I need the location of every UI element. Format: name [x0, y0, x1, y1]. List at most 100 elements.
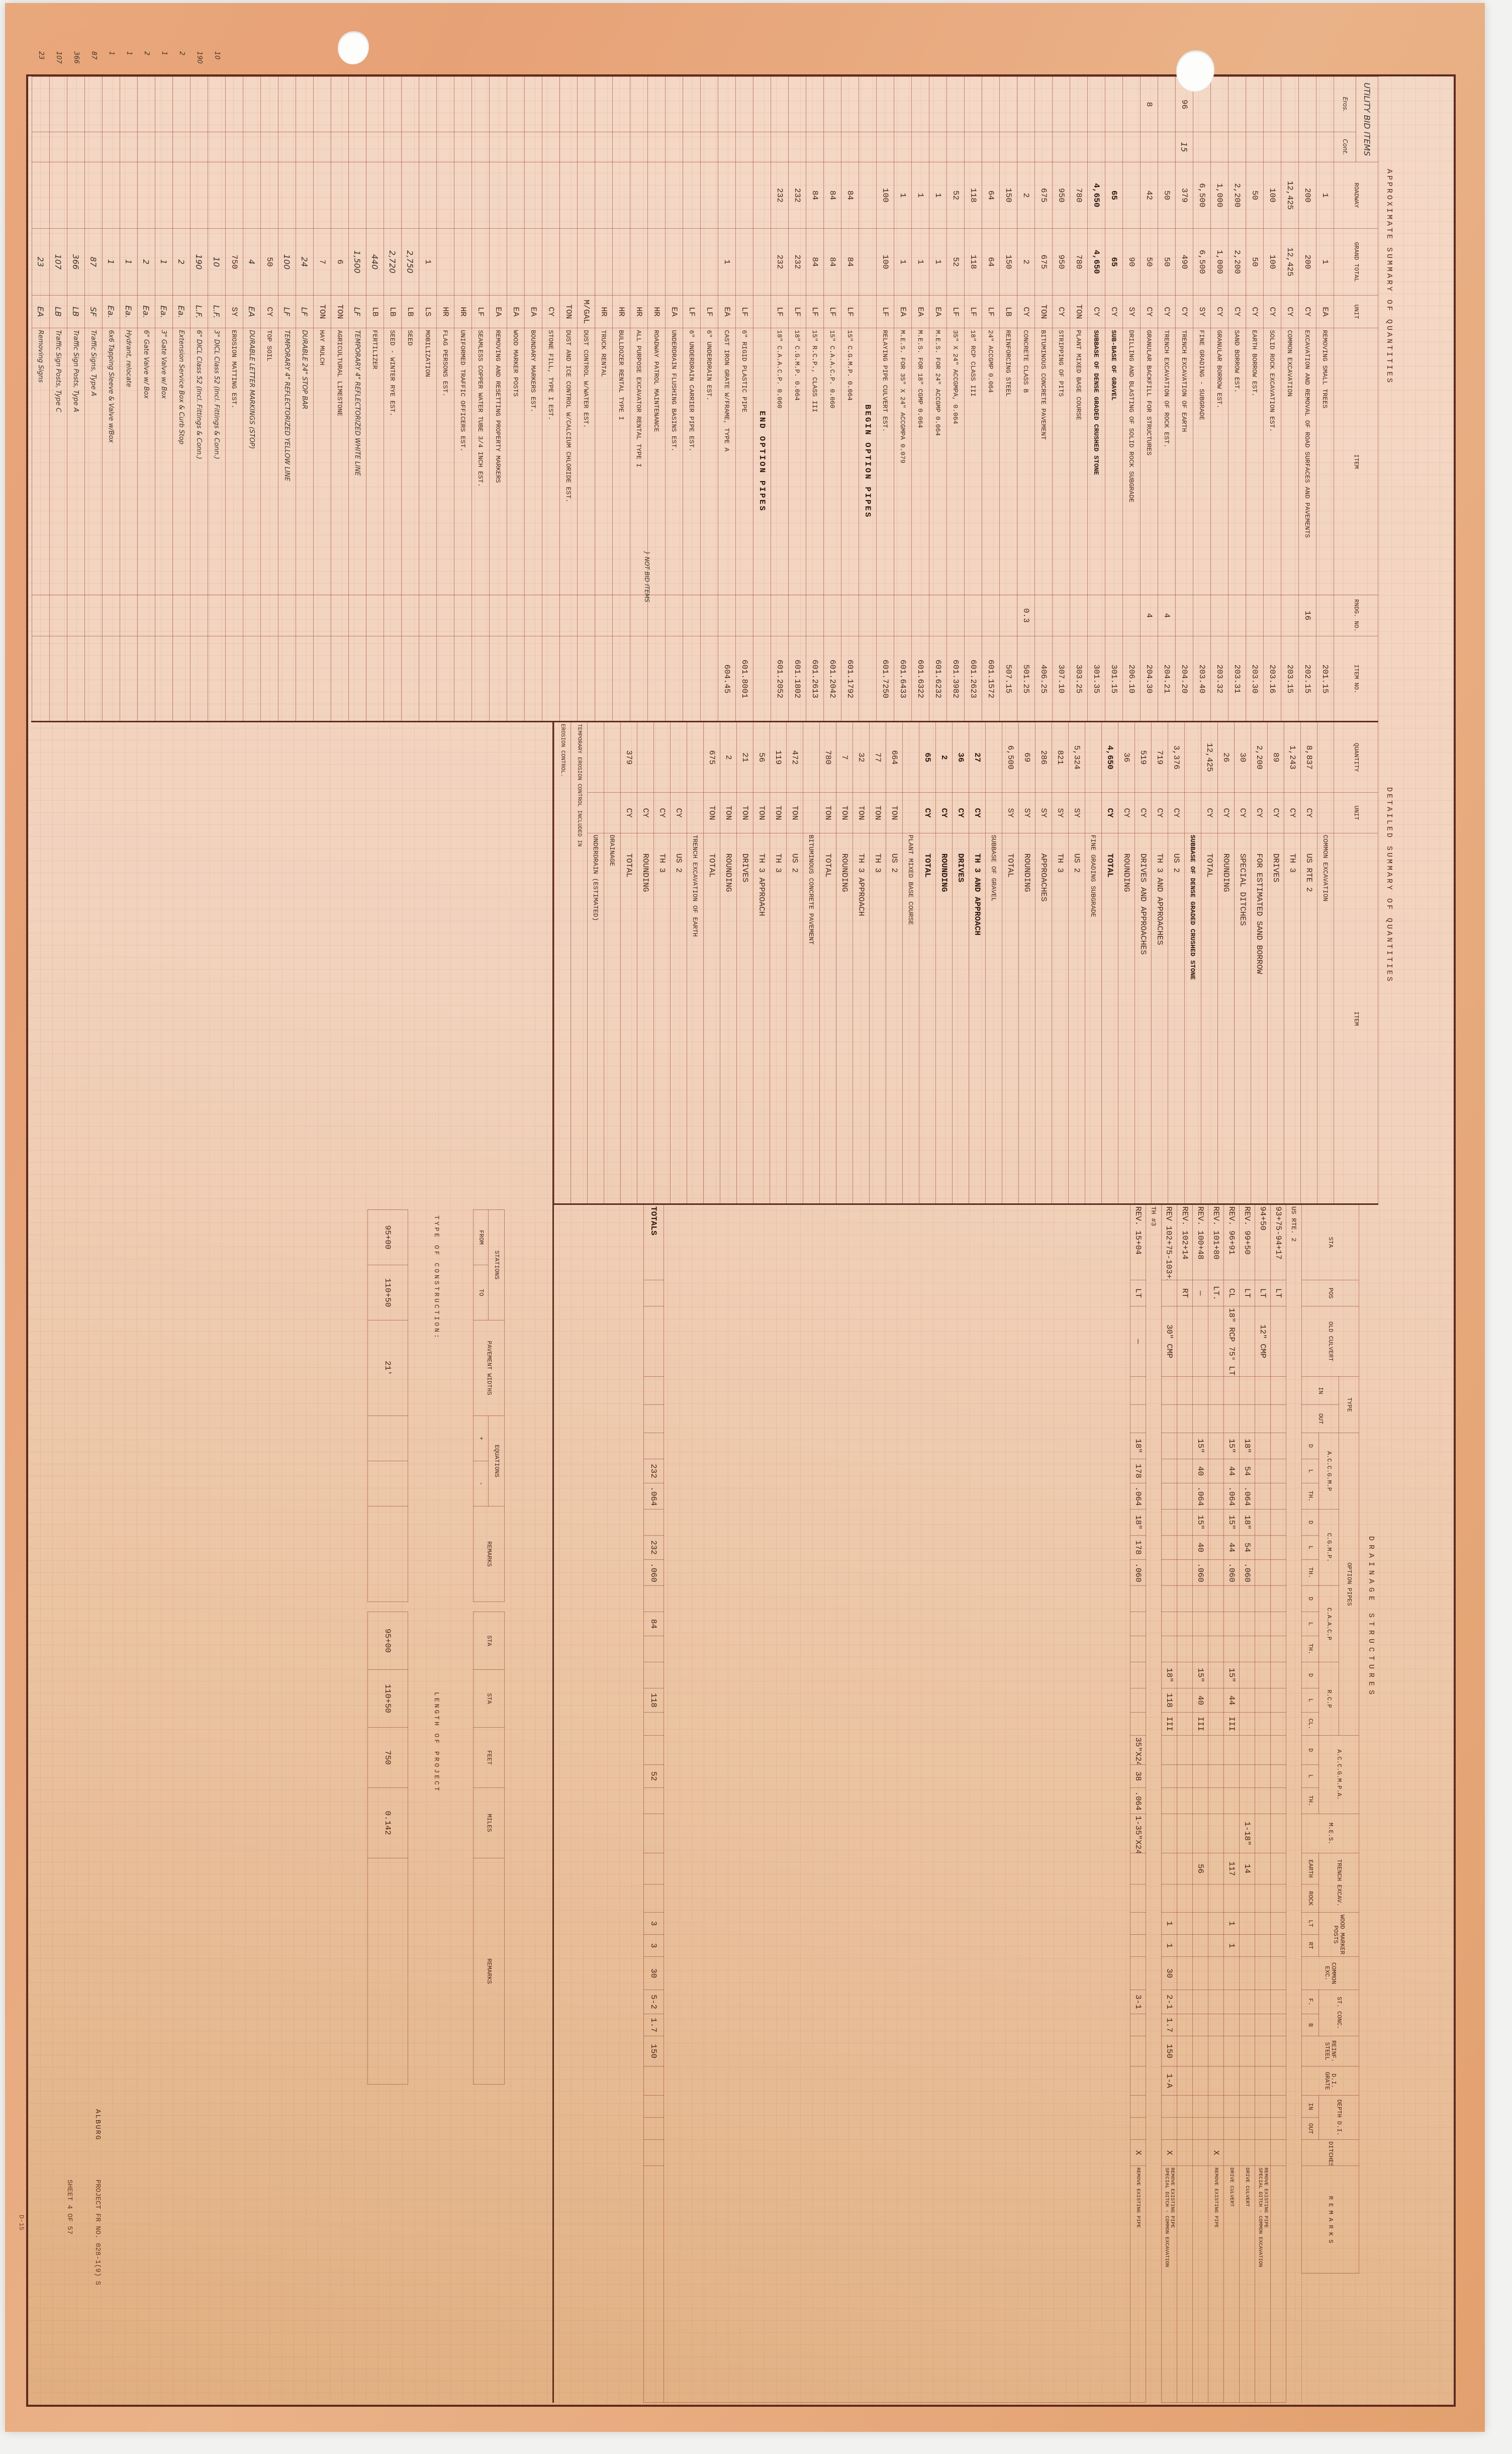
- table-row: M/GAL DUST CONTROL W/WATER EST.: [577, 76, 595, 722]
- margin-number: 190: [196, 51, 203, 64]
- cell: LB: [49, 295, 67, 328]
- cell: 204.30: [1140, 636, 1158, 722]
- cell: [471, 162, 490, 229]
- cell: 2: [1017, 162, 1035, 229]
- cell: 1: [1316, 162, 1334, 229]
- cell: [1270, 1884, 1286, 1913]
- cell: [595, 595, 613, 636]
- cell: 30: [643, 1956, 664, 1990]
- cell: SF: [84, 295, 103, 328]
- cell: 203.16: [1263, 636, 1281, 722]
- cell: [643, 1585, 664, 1612]
- cell: CY: [935, 792, 953, 833]
- cell: 6" UNDERDRAIN CARRIER PIPE EST.: [683, 328, 701, 595]
- cell: SY: [1018, 792, 1035, 833]
- cell: [1239, 1884, 1255, 1913]
- cell: [1255, 1814, 1271, 1853]
- cell: [1223, 2095, 1240, 2118]
- cell: [436, 76, 454, 132]
- cell: 15" C.G.M.P. 0.064: [841, 328, 859, 595]
- col-old-culvert: OLD CULVERT: [1301, 1306, 1359, 1377]
- col-quantity: QUANTITY: [1334, 722, 1378, 793]
- cell: [489, 162, 507, 229]
- cell: 35"X24": [1130, 1735, 1146, 1765]
- cell: Traffic Sign Posts, Type C: [49, 328, 67, 595]
- cell: [859, 228, 877, 296]
- cell: 1: [929, 162, 947, 229]
- col-to: TO: [473, 1265, 489, 1320]
- brace-glyph: }: [643, 551, 650, 555]
- cell: [665, 162, 683, 229]
- col-feet: FEET: [473, 1727, 505, 1788]
- cell: TEMPORARY 4" REFLECTORIZED YELLOW LINE: [278, 328, 296, 595]
- table-row: REV. 99+50 LT 18" 54.064 18" 54.060 1-18" 14 DRI…: [1239, 1204, 1255, 2403]
- cell: 52: [643, 1764, 664, 1788]
- cell: CY: [969, 792, 986, 833]
- cell: CY: [1105, 295, 1123, 328]
- cell: [1177, 1376, 1193, 1405]
- cell: [401, 595, 419, 636]
- table-row: 1,500 LF TEMPORARY 4" REFLECTORIZED WHITE …: [348, 76, 366, 722]
- cell: 64: [982, 162, 1000, 229]
- cell: [1177, 2014, 1193, 2036]
- cell: 440: [366, 228, 384, 296]
- cell: 12" CMP: [1255, 1306, 1271, 1377]
- cell: [1239, 1990, 1255, 2014]
- table-row: 27 CY TH 3 AND APPROACH: [969, 722, 986, 1204]
- cell: [643, 1376, 664, 1405]
- cell: 15": [1223, 1662, 1240, 1688]
- cell: [1228, 595, 1246, 636]
- col-pos: POS: [1301, 1280, 1359, 1306]
- cell: SUB-BASE OF GRAVEL: [1105, 328, 1123, 595]
- cell: [102, 76, 120, 132]
- table-row: HR FLAG PERSONS EST.: [436, 76, 454, 722]
- cell: [841, 595, 859, 636]
- cell: [643, 2117, 664, 2140]
- table-row: 675 675 TON BITUMINOUS CONCRETE PAVEMENT 406…: [1034, 76, 1053, 722]
- cell: [1239, 1956, 1255, 1990]
- town-label: ALBURG: [93, 2109, 102, 2141]
- divider-detail-drain: [553, 1203, 1378, 1205]
- cell: [190, 162, 208, 229]
- table-row: 2,720 LB SEED - WINTER RYE EST.: [384, 76, 402, 722]
- cell: 0.3: [1017, 595, 1035, 636]
- cell: [1208, 1912, 1224, 1935]
- table-row: CY STONE FILL, TYPE I EST.: [542, 76, 560, 722]
- cell: 1,000: [1210, 228, 1228, 296]
- cell: LF: [471, 295, 490, 328]
- rental-brace-note: } NOT BID ITEMS: [643, 551, 650, 603]
- table-row: 77 TON TH 3: [869, 722, 886, 1204]
- cell: Ea.: [155, 295, 173, 328]
- cell: [665, 132, 683, 162]
- cell: [1208, 2036, 1224, 2066]
- cell: [471, 636, 490, 722]
- cell: [700, 132, 718, 162]
- table-row: 100 100 CY SOLID ROCK EXCAVATION EST. 203.16: [1263, 76, 1281, 722]
- cell: 406.25: [1034, 636, 1053, 722]
- col-item-no: ITEM NO.: [1334, 636, 1378, 722]
- cell: [1130, 1712, 1146, 1736]
- cell: 65: [1105, 228, 1123, 296]
- cell: [1130, 1376, 1146, 1405]
- cell: [1208, 1688, 1224, 1713]
- cell: [155, 595, 173, 636]
- cell: [1105, 132, 1123, 162]
- cell: CY: [1017, 295, 1035, 328]
- cell: 601.2613: [806, 636, 824, 722]
- cell: EA: [32, 295, 50, 328]
- cell: [1177, 1559, 1193, 1586]
- cell: 1: [1161, 1934, 1177, 1957]
- cell: 719: [1151, 722, 1168, 793]
- cell: [1223, 1585, 1240, 1612]
- cell: [1192, 1376, 1208, 1405]
- cell: [643, 2095, 664, 2118]
- cell: Extension Service Box & Curb Stop: [172, 328, 191, 595]
- cell: [208, 76, 226, 132]
- cell: 780: [1070, 162, 1088, 229]
- cell: [1239, 1612, 1255, 1636]
- cell: HAY MULCH: [313, 328, 331, 595]
- table-row: 2 CY ROUNDING: [935, 722, 953, 1204]
- table-row: CY TH 3: [653, 722, 671, 1204]
- cell: [1210, 595, 1228, 636]
- cell: HR: [454, 295, 472, 328]
